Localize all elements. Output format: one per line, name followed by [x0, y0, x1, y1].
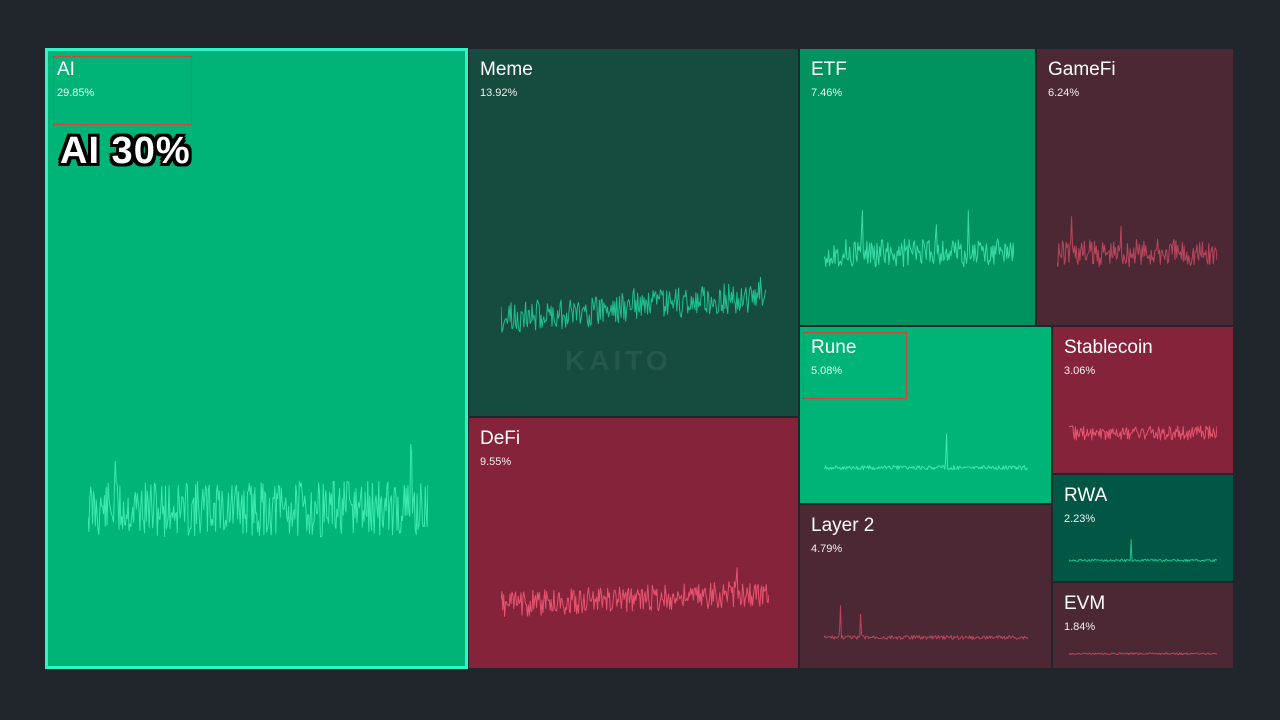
tile-percent: 2.23%: [1064, 513, 1096, 525]
sparkline: [824, 433, 1028, 471]
overlay-caption: AI 30%: [60, 130, 191, 172]
sparkline: [824, 210, 1014, 268]
sparkline: [1069, 652, 1217, 656]
sparkline-path: [824, 605, 1028, 640]
tile-name: DeFi: [480, 428, 521, 449]
tile-name: Meme: [480, 59, 533, 80]
tile-name: AI: [57, 59, 75, 80]
tile-percent: 6.24%: [1048, 87, 1080, 99]
sparkline-path: [501, 276, 766, 333]
tile-percent: 1.84%: [1064, 621, 1096, 633]
tile-percent: 5.08%: [811, 365, 843, 377]
tile-name: Rune: [811, 337, 857, 358]
sparkline-path: [88, 443, 428, 538]
tile-percent: 7.46%: [811, 87, 843, 99]
tile-rune[interactable]: Rune 5.08%: [799, 326, 1052, 504]
rune-label-highlight: [803, 332, 907, 399]
tile-name: EVM: [1064, 593, 1106, 614]
sparkline: [1069, 539, 1217, 563]
tile-name: Stablecoin: [1064, 337, 1153, 358]
sparkline: [88, 443, 428, 538]
sparkline: [824, 605, 1028, 640]
ai-label-highlight: [53, 56, 192, 125]
sparkline-path: [1069, 425, 1217, 441]
tile-gamefi[interactable]: GameFi 6.24%: [1036, 48, 1234, 326]
tile-layer2[interactable]: Layer 2 4.79%: [799, 504, 1052, 669]
tile-rwa[interactable]: RWA 2.23%: [1052, 474, 1234, 582]
tile-name: ETF: [811, 59, 847, 80]
tile-percent: 13.92%: [480, 87, 518, 99]
tile-name: Layer 2: [811, 515, 875, 536]
tile-defi[interactable]: DeFi 9.55%: [468, 417, 799, 669]
tile-percent: 3.06%: [1064, 365, 1096, 377]
tile-ai[interactable]: AI 29.85%: [45, 48, 468, 669]
sparkline-path: [1057, 216, 1217, 268]
tile-percent: 29.85%: [57, 87, 95, 99]
sparkline: [501, 276, 766, 333]
sparkline-path: [501, 567, 769, 617]
sparkline: [1057, 216, 1217, 268]
sparkline: [501, 567, 769, 617]
tile-percent: 9.55%: [480, 456, 512, 468]
tile-meme[interactable]: Meme 13.92% KAITO: [468, 48, 799, 417]
sparkline: [1069, 425, 1217, 441]
tile-percent: 4.79%: [811, 543, 843, 555]
tile-name: RWA: [1064, 485, 1108, 506]
tile-name: GameFi: [1048, 59, 1116, 80]
tile-stablecoin[interactable]: Stablecoin 3.06%: [1052, 326, 1234, 474]
sparkline-path: [824, 210, 1014, 268]
sparkline-path: [1069, 652, 1217, 656]
tile-evm[interactable]: EVM 1.84%: [1052, 582, 1234, 669]
sparkline-path: [824, 433, 1028, 471]
tile-etf[interactable]: ETF 7.46%: [799, 48, 1036, 326]
sparkline-path: [1069, 539, 1217, 563]
kaito-watermark: KAITO: [565, 345, 672, 376]
